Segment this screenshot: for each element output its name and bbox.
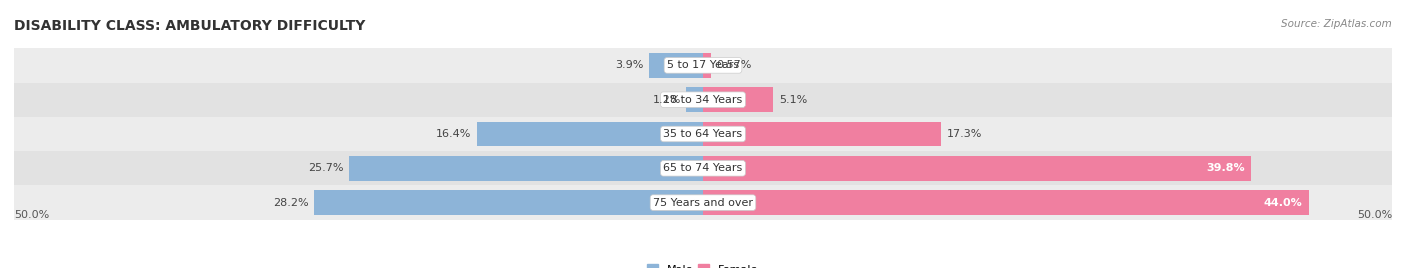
Bar <box>477 122 703 146</box>
Text: 18 to 34 Years: 18 to 34 Years <box>664 95 742 105</box>
Text: 16.4%: 16.4% <box>436 129 471 139</box>
Bar <box>315 190 703 215</box>
Bar <box>349 156 703 181</box>
Text: 1.2%: 1.2% <box>652 95 681 105</box>
Text: 50.0%: 50.0% <box>14 210 49 220</box>
Text: 0.57%: 0.57% <box>717 60 752 70</box>
Text: 75 Years and over: 75 Years and over <box>652 198 754 208</box>
Legend: Male, Female: Male, Female <box>643 260 763 268</box>
Bar <box>703 190 1309 215</box>
Bar <box>14 151 1392 185</box>
Text: 5.1%: 5.1% <box>779 95 807 105</box>
Bar <box>703 87 773 112</box>
Text: 39.8%: 39.8% <box>1206 163 1244 173</box>
Text: Source: ZipAtlas.com: Source: ZipAtlas.com <box>1281 19 1392 29</box>
Text: 25.7%: 25.7% <box>308 163 343 173</box>
Bar <box>703 53 711 78</box>
Bar <box>703 122 942 146</box>
Text: 44.0%: 44.0% <box>1264 198 1302 208</box>
Bar <box>14 83 1392 117</box>
Text: 3.9%: 3.9% <box>616 60 644 70</box>
Text: DISABILITY CLASS: AMBULATORY DIFFICULTY: DISABILITY CLASS: AMBULATORY DIFFICULTY <box>14 19 366 33</box>
Bar <box>703 156 1251 181</box>
Text: 65 to 74 Years: 65 to 74 Years <box>664 163 742 173</box>
Text: 5 to 17 Years: 5 to 17 Years <box>666 60 740 70</box>
Text: 17.3%: 17.3% <box>946 129 983 139</box>
Text: 50.0%: 50.0% <box>1357 210 1392 220</box>
Bar <box>686 87 703 112</box>
Bar <box>14 117 1392 151</box>
Bar <box>650 53 703 78</box>
Text: 28.2%: 28.2% <box>273 198 309 208</box>
Bar <box>14 48 1392 83</box>
Text: 35 to 64 Years: 35 to 64 Years <box>664 129 742 139</box>
Bar <box>14 185 1392 220</box>
